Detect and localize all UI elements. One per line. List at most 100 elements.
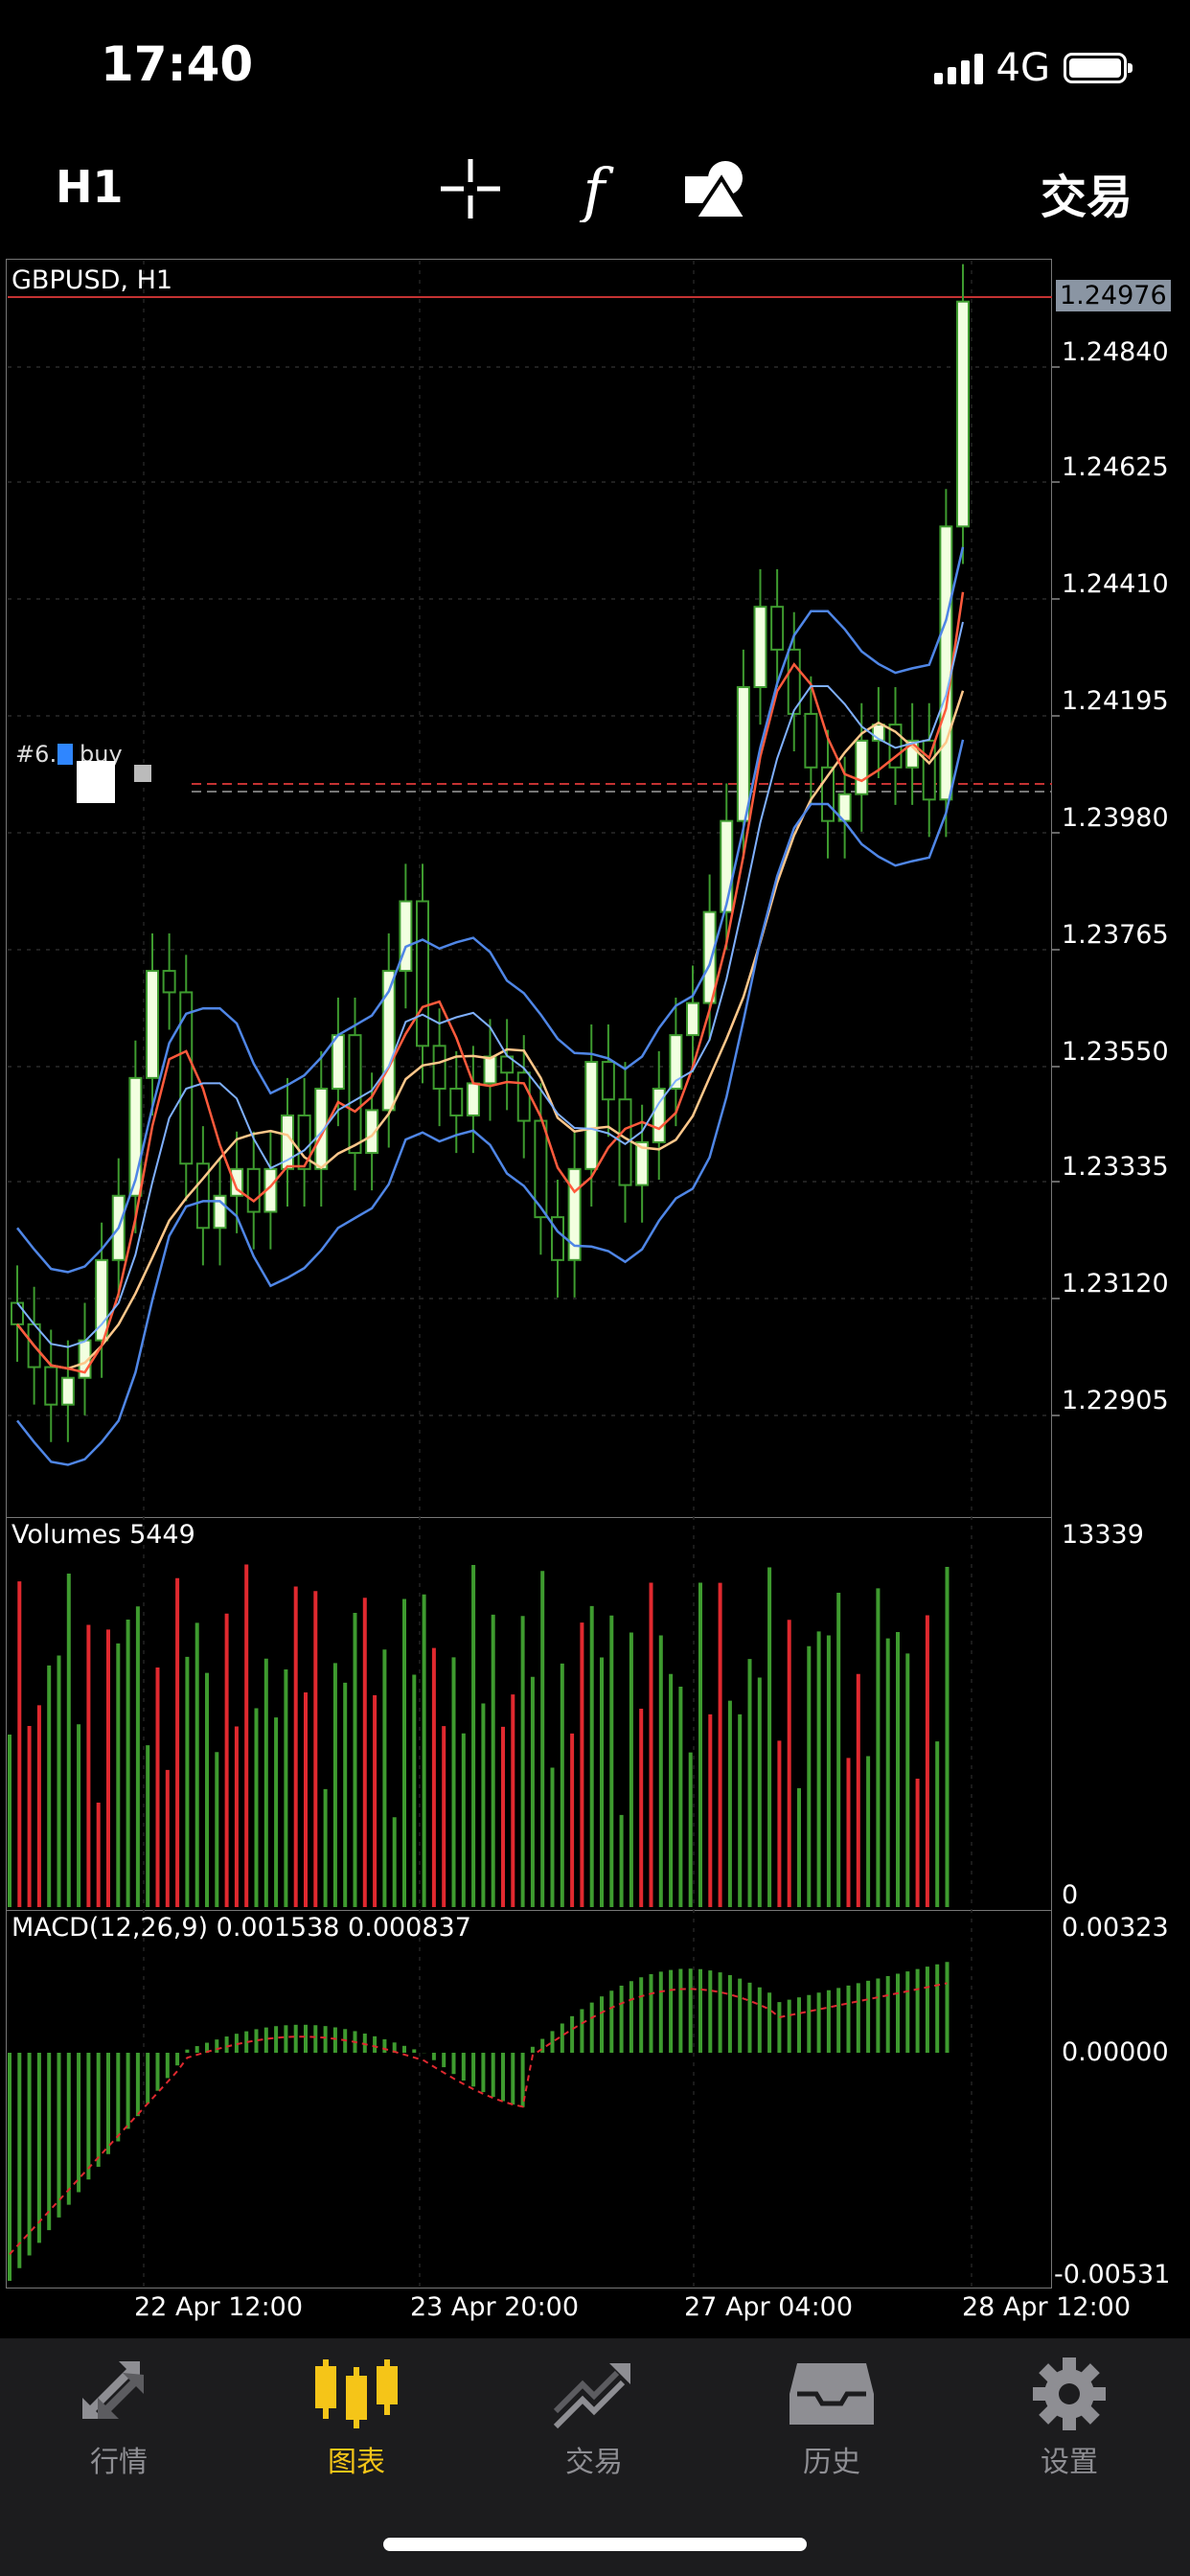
candle-body bbox=[770, 606, 785, 651]
objects-icon[interactable] bbox=[683, 155, 750, 222]
volumes-label: Volumes 5449 bbox=[11, 1520, 195, 1550]
quotes-icon bbox=[82, 2361, 144, 2419]
time-label: 27 Apr 04:00 bbox=[684, 2292, 854, 2322]
price-axis-label: 1.24195 bbox=[1062, 686, 1169, 716]
volumes-min: 0 bbox=[1062, 1880, 1079, 1910]
macd-zero: 0.00000 bbox=[1062, 2037, 1169, 2067]
order-marker-box[interactable] bbox=[77, 761, 115, 803]
time-label: 23 Apr 20:00 bbox=[410, 2292, 580, 2322]
price-axis-label: 1.23765 bbox=[1062, 920, 1169, 950]
candle-body bbox=[567, 1167, 582, 1261]
macd-separator bbox=[6, 1910, 1052, 1911]
candle-body bbox=[601, 1061, 615, 1101]
candle-body bbox=[483, 1055, 497, 1085]
candle-body bbox=[230, 1167, 244, 1197]
settings-icon bbox=[1033, 2358, 1106, 2430]
function-icon[interactable]: f bbox=[561, 155, 628, 222]
candle-body bbox=[60, 1376, 75, 1406]
status-time: 17:40 bbox=[101, 36, 254, 92]
fast-ma-line bbox=[16, 591, 965, 1374]
candle-body bbox=[669, 1034, 683, 1091]
candle-body bbox=[584, 1061, 599, 1170]
price-axis-label: 1.22905 bbox=[1062, 1386, 1169, 1415]
candle-body bbox=[686, 1001, 699, 1037]
macd-bottom: -0.00531 bbox=[1054, 2260, 1171, 2289]
timeframe-button[interactable]: H1 bbox=[56, 161, 124, 213]
candle-body bbox=[466, 1082, 480, 1116]
status-icons: 4G bbox=[933, 46, 1133, 90]
time-label: 22 Apr 12:00 bbox=[134, 2292, 304, 2322]
price-axis-label: 1.24625 bbox=[1062, 452, 1169, 482]
nav-label: 历史 bbox=[803, 2446, 860, 2479]
bottom-nav bbox=[0, 2338, 1190, 2576]
order-marker-sl bbox=[134, 765, 151, 782]
candle-body bbox=[635, 1140, 650, 1186]
candle-body bbox=[432, 1045, 446, 1091]
nav-quotes[interactable]: 行情 bbox=[42, 2356, 195, 2479]
price-axis-label: 1.23335 bbox=[1062, 1152, 1169, 1182]
nav-label: 图表 bbox=[328, 2446, 385, 2479]
chart-candles-icon bbox=[315, 2359, 398, 2428]
nav-settings[interactable]: 设置 bbox=[993, 2356, 1146, 2479]
candle-body bbox=[416, 900, 429, 1047]
home-indicator bbox=[383, 2538, 807, 2551]
candle-body bbox=[162, 970, 176, 994]
candle-body bbox=[702, 910, 717, 1004]
trade-button[interactable]: 交易 bbox=[1040, 171, 1133, 224]
time-label: 28 Apr 12:00 bbox=[962, 2292, 1132, 2322]
trade-icon bbox=[553, 2363, 630, 2429]
candle-body bbox=[939, 525, 953, 801]
candle-body bbox=[297, 1114, 311, 1170]
macd-signal-line bbox=[9, 1982, 948, 2255]
candle-body bbox=[246, 1167, 261, 1213]
order-marker[interactable] bbox=[57, 744, 73, 765]
price-axis-label: 1.24840 bbox=[1062, 337, 1169, 367]
network-type: 4G bbox=[995, 46, 1050, 90]
bollinger-mid bbox=[16, 621, 964, 1348]
battery-icon bbox=[1064, 53, 1133, 83]
candle-body bbox=[804, 712, 818, 769]
candle-body bbox=[720, 819, 734, 913]
candle-body bbox=[381, 970, 396, 1112]
chart-area[interactable] bbox=[6, 259, 1052, 2288]
nav-trade[interactable]: 交易 bbox=[517, 2356, 671, 2479]
candle-body bbox=[551, 1216, 564, 1261]
nav-chart[interactable]: 图表 bbox=[280, 2356, 433, 2479]
candle-body bbox=[146, 970, 159, 1079]
candle-body bbox=[195, 1162, 210, 1230]
crosshair-icon[interactable] bbox=[437, 155, 504, 222]
symbol-label: GBPUSD, H1 bbox=[11, 265, 173, 295]
volume-separator bbox=[6, 1517, 1052, 1518]
candle-body bbox=[44, 1366, 58, 1406]
nav-history[interactable]: 历史 bbox=[755, 2356, 908, 2479]
bollinger-upper bbox=[16, 546, 965, 1274]
candle-body bbox=[348, 1034, 362, 1155]
candle-body bbox=[179, 991, 194, 1165]
price-axis-label: 1.23980 bbox=[1062, 803, 1169, 833]
candle-body bbox=[855, 739, 869, 795]
candle-body bbox=[449, 1088, 464, 1116]
candle-body bbox=[787, 648, 801, 715]
macd-label: MACD(12,26,9) 0.001538 0.000837 bbox=[11, 1913, 471, 1943]
signal-icon bbox=[933, 52, 983, 84]
candle-body bbox=[753, 606, 767, 688]
volumes-max: 13339 bbox=[1062, 1520, 1144, 1550]
current-price-tag: 1.24976 bbox=[1056, 280, 1171, 311]
candle-body bbox=[534, 1119, 548, 1219]
candle-body bbox=[736, 685, 750, 822]
price-axis-label: 1.24410 bbox=[1062, 569, 1169, 599]
candle-body bbox=[516, 1071, 531, 1122]
nav-label: 设置 bbox=[1041, 2446, 1098, 2479]
bollinger-lower bbox=[16, 739, 965, 1466]
price-axis-label: 1.23550 bbox=[1062, 1037, 1169, 1067]
nav-label: 交易 bbox=[565, 2446, 623, 2479]
price-axis-label: 1.23120 bbox=[1062, 1269, 1169, 1299]
history-icon bbox=[790, 2363, 874, 2425]
candle-body bbox=[956, 300, 970, 528]
candle-body bbox=[331, 1034, 345, 1091]
candle-body bbox=[365, 1109, 379, 1155]
candle-body bbox=[11, 1301, 24, 1325]
macd-top: 0.00323 bbox=[1062, 1913, 1169, 1943]
nav-label: 行情 bbox=[90, 2446, 148, 2479]
